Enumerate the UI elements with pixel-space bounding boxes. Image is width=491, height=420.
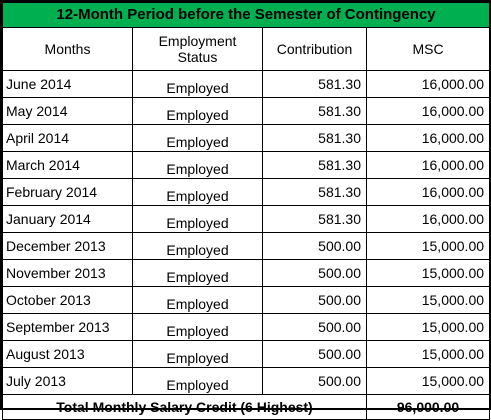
table-row: December 2013 Employed 500.00 15,000.00	[2, 232, 491, 260]
cell-msc: 16,000.00	[365, 151, 491, 179]
table-row: March 2014 Employed 581.30 16,000.00	[2, 151, 491, 179]
cell-msc: 15,000.00	[365, 286, 491, 314]
cell-contribution: 581.30	[262, 178, 367, 206]
cell-status: Employed	[132, 97, 263, 125]
cell-month: July 2013	[2, 367, 133, 395]
cell-status: Employed	[132, 286, 263, 314]
table-row: July 2013 Employed 500.00 15,000.00	[2, 367, 491, 395]
cell-msc: 15,000.00	[365, 340, 491, 368]
cell-status: Employed	[132, 178, 263, 206]
cell-msc: 16,000.00	[365, 70, 491, 98]
table-header-row: Months Employment Status Contribution MS…	[2, 27, 491, 71]
cell-status: Employed	[132, 340, 263, 368]
table-row: September 2013 Employed 500.00 15,000.00	[2, 313, 491, 341]
table-row: April 2014 Employed 581.30 16,000.00	[2, 124, 491, 152]
table-row: May 2014 Employed 581.30 16,000.00	[2, 97, 491, 125]
cell-month: March 2014	[2, 151, 133, 179]
table-row: August 2013 Employed 500.00 15,000.00	[2, 340, 491, 368]
table-row: November 2013 Employed 500.00 15,000.00	[2, 259, 491, 287]
table-row: January 2014 Employed 581.30 16,000.00	[2, 205, 491, 233]
cell-msc: 15,000.00	[365, 313, 491, 341]
cell-month: December 2013	[2, 232, 133, 260]
cell-month: August 2013	[2, 340, 133, 368]
cell-status: Employed	[132, 205, 263, 233]
cell-msc: 16,000.00	[365, 97, 491, 125]
cell-msc: 16,000.00	[365, 205, 491, 233]
cell-msc: 16,000.00	[365, 178, 491, 206]
cell-month: April 2014	[2, 124, 133, 152]
table-row: October 2013 Employed 500.00 15,000.00	[2, 286, 491, 314]
cell-month: September 2013	[2, 313, 133, 341]
cell-month: January 2014	[2, 205, 133, 233]
cell-month: November 2013	[2, 259, 133, 287]
table-total-row: Total Monthly Salary Credit (6 Highest) …	[2, 394, 491, 420]
cell-month: June 2014	[2, 70, 133, 98]
total-label: Total Monthly Salary Credit (6 Highest)	[2, 394, 367, 420]
cell-contribution: 500.00	[262, 340, 367, 368]
header-employment-status: Employment Status	[132, 27, 263, 71]
header-contribution: Contribution	[262, 27, 367, 71]
cell-contribution: 500.00	[262, 367, 367, 395]
cell-contribution: 500.00	[262, 232, 367, 260]
cell-msc: 15,000.00	[365, 259, 491, 287]
cell-month: February 2014	[2, 178, 133, 206]
cell-msc: 16,000.00	[365, 124, 491, 152]
cell-status: Employed	[132, 232, 263, 260]
cell-contribution: 581.30	[262, 70, 367, 98]
cell-contribution: 500.00	[262, 286, 367, 314]
table-title: 12-Month Period before the Semester of C…	[1, 2, 491, 28]
cell-contribution: 500.00	[262, 313, 367, 341]
cell-msc: 15,000.00	[365, 367, 491, 395]
total-value: 96,000.00	[365, 394, 491, 420]
cell-contribution: 500.00	[262, 259, 367, 287]
cell-contribution: 581.30	[262, 124, 367, 152]
table-row: February 2014 Employed 581.30 16,000.00	[2, 178, 491, 206]
cell-status: Employed	[132, 313, 263, 341]
cell-contribution: 581.30	[262, 97, 367, 125]
cell-contribution: 581.30	[262, 205, 367, 233]
header-msc: MSC	[365, 27, 491, 71]
table-row: June 2014 Employed 581.30 16,000.00	[2, 70, 491, 98]
cell-contribution: 581.30	[262, 151, 367, 179]
header-months: Months	[2, 27, 133, 71]
table-title-row: 12-Month Period before the Semester of C…	[1, 2, 491, 28]
cell-status: Employed	[132, 124, 263, 152]
cell-status: Employed	[132, 70, 263, 98]
cell-month: May 2014	[2, 97, 133, 125]
cell-status: Employed	[132, 367, 263, 395]
cell-month: October 2013	[2, 286, 133, 314]
cell-status: Employed	[132, 259, 263, 287]
cell-status: Employed	[132, 151, 263, 179]
cell-msc: 15,000.00	[365, 232, 491, 260]
